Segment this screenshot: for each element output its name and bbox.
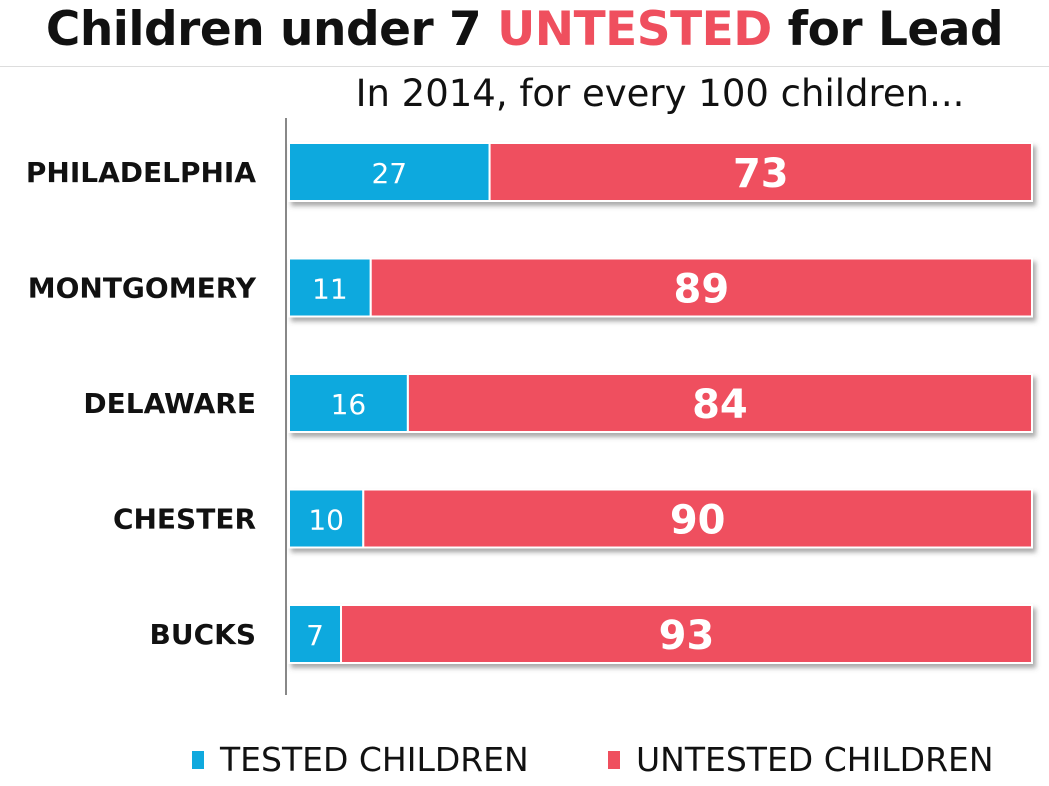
bar-group-delaware xyxy=(288,373,1033,433)
value-label-tested-bucks: 7 xyxy=(306,619,324,652)
category-label-chester: CHESTER xyxy=(113,503,256,536)
title-highlight: UNTESTED xyxy=(497,2,772,57)
title-text: Children under 7 xyxy=(45,2,498,57)
legend-label-untested: UNTESTED CHILDREN xyxy=(636,740,994,779)
title-divider xyxy=(0,66,1049,67)
category-label-delaware: DELAWARE xyxy=(83,387,256,420)
legend-label-tested: TESTED CHILDREN xyxy=(220,740,529,779)
bar-untested-bucks xyxy=(340,604,1033,664)
chart-subtitle: In 2014, for every 100 children... xyxy=(355,72,965,115)
value-label-tested-chester: 10 xyxy=(308,504,344,537)
category-label-montgomery: MONTGOMERY xyxy=(28,272,257,305)
bar-untested-chester xyxy=(362,488,1033,549)
bar-group-philadelphia xyxy=(288,142,1033,202)
bar-group-bucks xyxy=(288,604,1033,664)
value-label-tested-montgomery: 11 xyxy=(312,273,348,306)
bar-group-chester xyxy=(288,488,1033,549)
bar-tested-philadelphia xyxy=(288,142,491,202)
chart-title: Children under 7 UNTESTED for Lead xyxy=(0,2,1049,57)
value-label-untested-montgomery: 89 xyxy=(674,267,730,313)
bar-untested-philadelphia xyxy=(488,142,1033,202)
bar-untested-delaware xyxy=(406,373,1033,433)
legend-item-tested: TESTED CHILDREN xyxy=(192,740,529,779)
value-label-untested-philadelphia: 73 xyxy=(733,151,789,197)
value-label-tested-delaware: 16 xyxy=(331,388,367,421)
value-label-untested-delaware: 84 xyxy=(692,382,748,428)
title-text-end: for Lead xyxy=(771,2,1004,57)
value-label-tested-philadelphia: 27 xyxy=(371,157,407,190)
bar-tested-bucks xyxy=(288,604,343,664)
bar-untested-montgomery xyxy=(369,257,1034,318)
legend-item-untested: UNTESTED CHILDREN xyxy=(608,740,994,779)
value-label-untested-chester: 90 xyxy=(670,498,726,544)
legend-swatch-tested xyxy=(192,750,204,769)
category-label-philadelphia: PHILADELPHIA xyxy=(26,156,256,189)
legend-swatch-untested xyxy=(608,750,620,769)
bar-tested-montgomery xyxy=(288,257,372,318)
bar-group-montgomery xyxy=(288,257,1034,318)
legend: TESTED CHILDREN UNTESTED CHILDREN xyxy=(0,740,1049,786)
value-label-untested-bucks: 93 xyxy=(659,613,715,659)
category-label-bucks: BUCKS xyxy=(150,618,257,651)
bar-tested-delaware xyxy=(288,373,409,433)
